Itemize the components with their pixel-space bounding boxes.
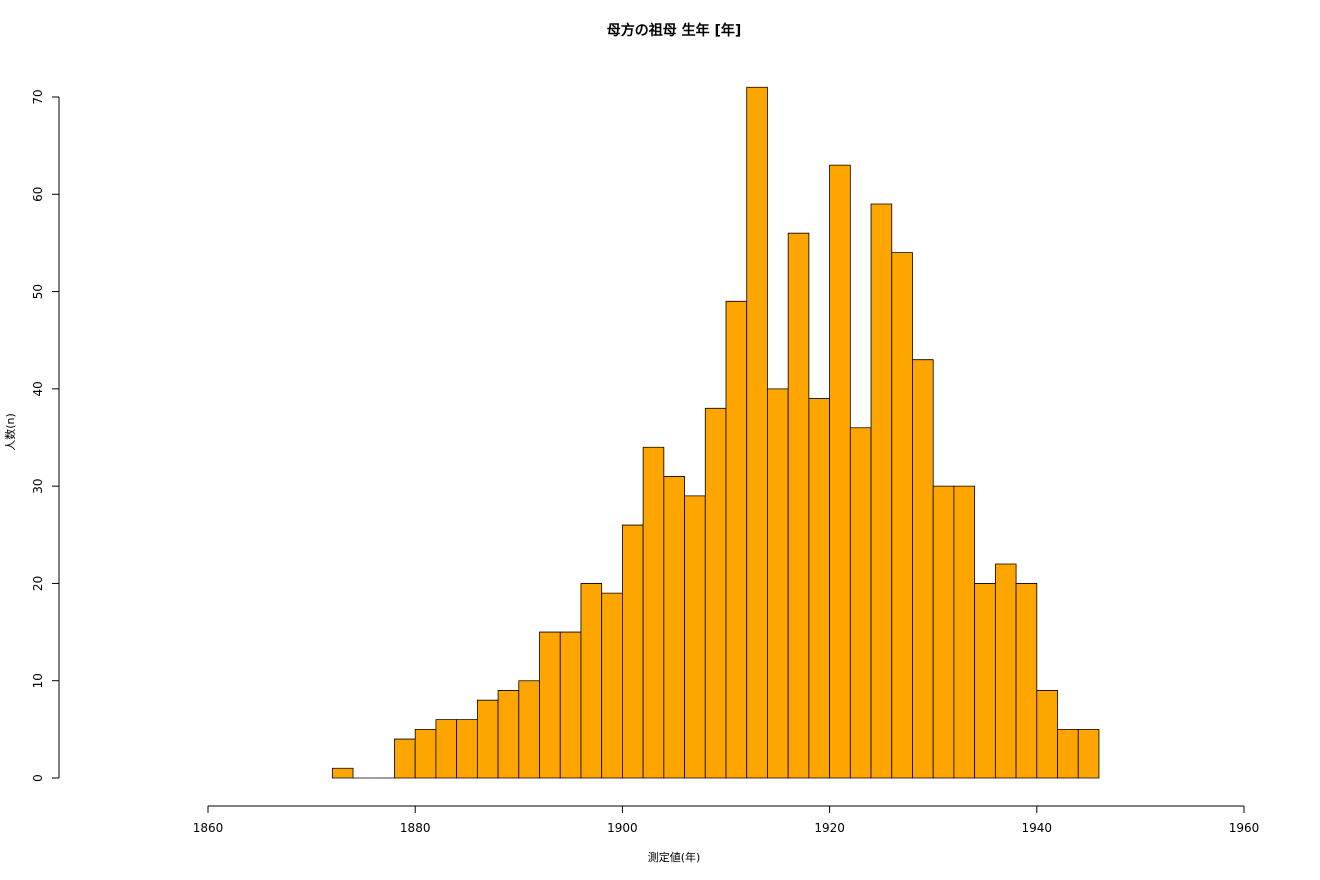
- bar: [1015, 583, 1038, 779]
- bar: [601, 592, 623, 779]
- bar: [746, 86, 768, 779]
- y-tick-label: 70: [31, 89, 45, 104]
- bar: [539, 631, 561, 779]
- y-tick-label: 0: [31, 774, 45, 782]
- bar: [704, 407, 727, 779]
- bar: [642, 446, 665, 779]
- bar: [456, 719, 478, 779]
- bar: [476, 699, 499, 779]
- bar: [953, 485, 976, 779]
- bar: [497, 690, 520, 779]
- x-tick-label: 1860: [193, 821, 224, 835]
- y-tick-label: 20: [31, 576, 45, 591]
- bar: [974, 583, 996, 779]
- bar: [787, 232, 810, 779]
- y-tick-label: 50: [31, 284, 45, 299]
- x-tick-label: 1960: [1229, 821, 1260, 835]
- bar: [684, 495, 706, 779]
- bar: [808, 398, 830, 779]
- bar: [1057, 728, 1079, 779]
- y-tick-label: 60: [31, 187, 45, 202]
- chart-title: 母方の祖母 生年 [年]: [607, 22, 742, 39]
- bar: [932, 485, 955, 779]
- bar: [622, 524, 644, 779]
- y-tick-label: 40: [31, 381, 45, 396]
- bar: [435, 719, 458, 779]
- x-tick-label: 1880: [400, 821, 431, 835]
- bar: [725, 300, 748, 779]
- bar: [1036, 690, 1058, 779]
- x-tick-label: 1940: [1022, 821, 1053, 835]
- bar: [663, 476, 685, 779]
- bar: [331, 767, 354, 779]
- bar: [849, 427, 872, 779]
- bar: [414, 728, 437, 779]
- bar: [767, 388, 789, 779]
- bar: [870, 203, 893, 779]
- bar: [994, 563, 1017, 779]
- x-tick-label: 1920: [814, 821, 845, 835]
- bar: [580, 583, 603, 779]
- bar: [559, 631, 582, 779]
- bar: [912, 359, 934, 779]
- bar: [829, 164, 851, 779]
- bar: [891, 252, 913, 779]
- y-tick-label: 10: [31, 673, 45, 688]
- y-tick-label: 30: [31, 479, 45, 494]
- x-axis-label: 測定値(年): [648, 850, 701, 864]
- bar: [518, 680, 540, 779]
- bar: [394, 738, 416, 779]
- bar: [1077, 728, 1100, 779]
- y-axis-label: 人数(n): [4, 413, 17, 451]
- x-tick-label: 1900: [607, 821, 638, 835]
